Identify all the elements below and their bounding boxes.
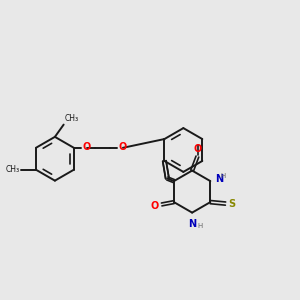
Text: O: O xyxy=(119,142,127,152)
Text: O: O xyxy=(193,144,202,154)
Text: N: N xyxy=(188,219,196,229)
Text: CH₃: CH₃ xyxy=(64,114,78,123)
Text: N: N xyxy=(215,174,223,184)
Text: H: H xyxy=(220,173,226,179)
Text: O: O xyxy=(151,201,159,211)
Text: O: O xyxy=(83,142,91,152)
Text: S: S xyxy=(228,199,236,208)
Text: H: H xyxy=(197,223,202,229)
Text: CH₃: CH₃ xyxy=(6,165,20,174)
